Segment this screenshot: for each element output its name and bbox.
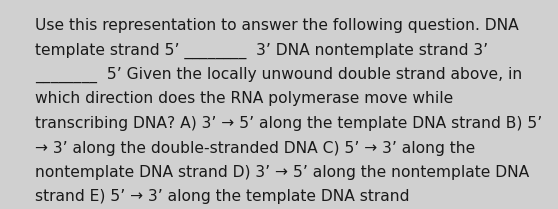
- Text: which direction does the RNA polymerase move while: which direction does the RNA polymerase …: [35, 92, 453, 107]
- Text: → 3’ along the double-stranded DNA C) 5’ → 3’ along the: → 3’ along the double-stranded DNA C) 5’…: [35, 140, 475, 155]
- Text: ________  5’ Given the locally unwound double strand above, in: ________ 5’ Given the locally unwound do…: [35, 67, 522, 83]
- Text: Use this representation to answer the following question. DNA: Use this representation to answer the fo…: [35, 18, 519, 33]
- Text: template strand 5’ ________  3’ DNA nontemplate strand 3’: template strand 5’ ________ 3’ DNA nonte…: [35, 42, 488, 59]
- Text: transcribing DNA? A) 3’ → 5’ along the template DNA strand B) 5’: transcribing DNA? A) 3’ → 5’ along the t…: [35, 116, 542, 131]
- Text: strand E) 5’ → 3’ along the template DNA strand: strand E) 5’ → 3’ along the template DNA…: [35, 190, 410, 204]
- Text: nontemplate DNA strand D) 3’ → 5’ along the nontemplate DNA: nontemplate DNA strand D) 3’ → 5’ along …: [35, 165, 529, 180]
